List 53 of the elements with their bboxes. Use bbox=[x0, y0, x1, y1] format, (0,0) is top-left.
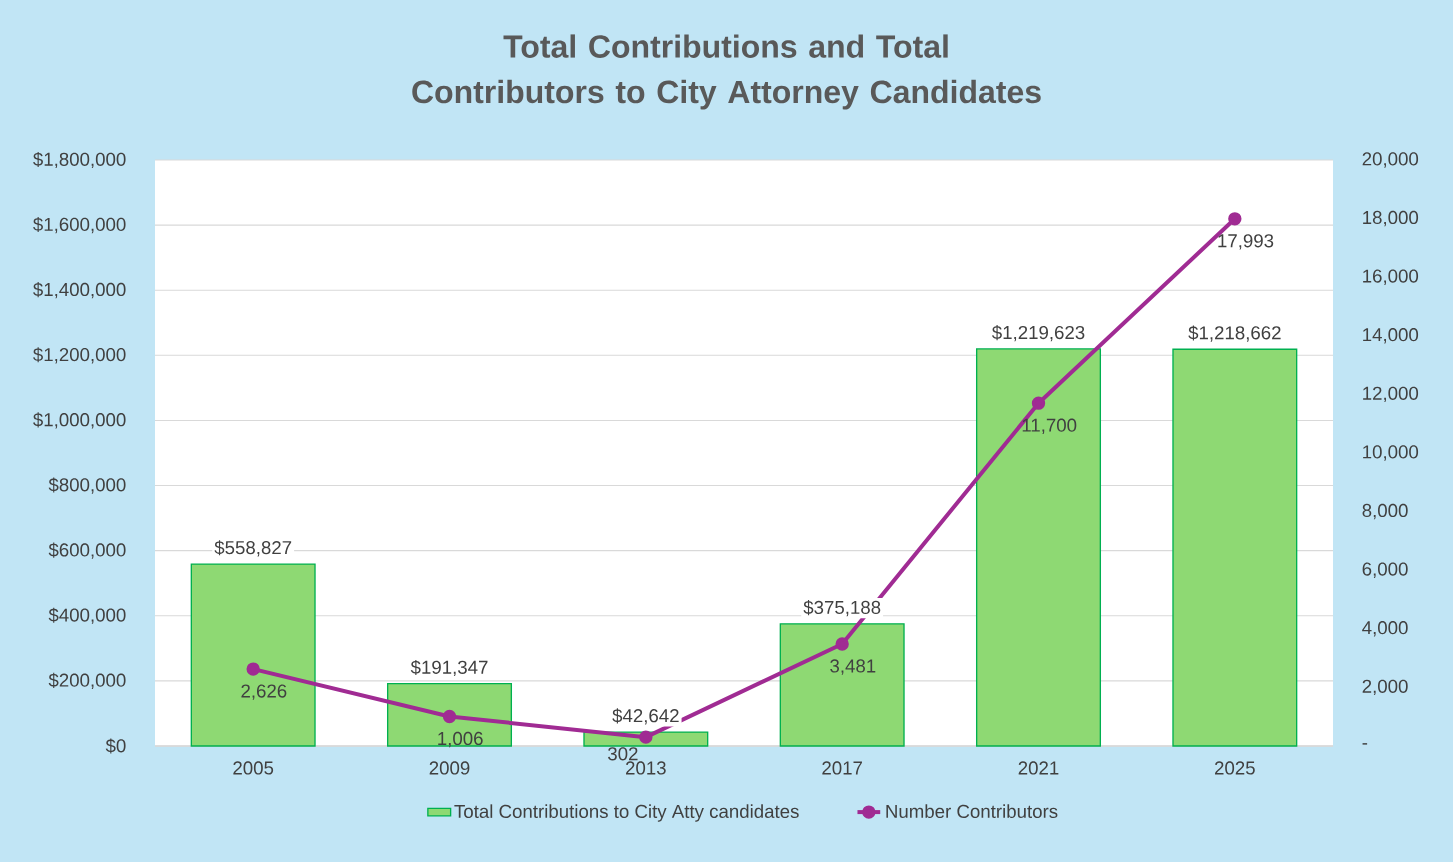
x-tick-label: 2009 bbox=[429, 761, 470, 775]
data-label: $191,347 bbox=[410, 659, 488, 677]
data-label: 1,006 bbox=[438, 731, 483, 748]
y-tick-label: $0 bbox=[105, 738, 126, 754]
point bbox=[1228, 212, 1242, 226]
y-tick-label: $400,000 bbox=[48, 607, 126, 624]
bar bbox=[1172, 348, 1298, 747]
y2-tick-label: 6,000 bbox=[1362, 562, 1408, 578]
bar bbox=[779, 623, 905, 747]
y2-tick-label: 4,000 bbox=[1362, 621, 1408, 637]
data-label: $42,642 bbox=[612, 708, 679, 725]
y-tick-label: $1,000,000 bbox=[33, 412, 126, 429]
x-tick-label: 2013 bbox=[626, 761, 666, 775]
data-label: 11,700 bbox=[1022, 418, 1077, 434]
y-tick-label: $800,000 bbox=[48, 477, 126, 494]
y2-tick-label: 12,000 bbox=[1363, 386, 1419, 403]
y-tick-label: $200,000 bbox=[48, 672, 126, 689]
bar bbox=[975, 348, 1102, 747]
data-label: 2,626 bbox=[241, 684, 287, 700]
y2-tick-label: 14,000 bbox=[1363, 328, 1419, 344]
y-tick-label: $1,200,000 bbox=[33, 347, 126, 364]
point bbox=[442, 709, 457, 724]
y2-tick-label: 20,000 bbox=[1362, 152, 1419, 168]
y-tick-label: $1,400,000 bbox=[33, 282, 126, 299]
y-tick-label: $600,000 bbox=[48, 542, 126, 559]
y2-tick-label: 16,000 bbox=[1363, 269, 1419, 285]
data-label: $558,827 bbox=[214, 540, 292, 557]
bar bbox=[190, 563, 316, 747]
point bbox=[835, 637, 849, 651]
point bbox=[639, 730, 653, 744]
point bbox=[246, 662, 260, 676]
y-tick-label: $1,800,000 bbox=[33, 151, 126, 169]
point bbox=[1031, 396, 1046, 410]
y2-tick-label: 2,000 bbox=[1362, 679, 1408, 696]
y2-tick-label: 8,000 bbox=[1362, 503, 1408, 520]
data-label: $1,218,662 bbox=[1188, 325, 1281, 342]
bar bbox=[386, 683, 513, 747]
y-tick-label: $1,600,000 bbox=[33, 216, 126, 234]
y2-tick-label: 10,000 bbox=[1363, 445, 1419, 461]
data-label: 17,993 bbox=[1218, 234, 1274, 250]
data-label: $1,219,623 bbox=[992, 325, 1085, 342]
y2-tick-label: 18,000 bbox=[1363, 210, 1419, 227]
legend-label: Number Contributors bbox=[886, 804, 1058, 819]
x-tick-label: 2021 bbox=[1018, 761, 1059, 775]
x-tick-label: 2025 bbox=[1215, 761, 1255, 775]
y2-tick-label: - bbox=[1362, 743, 1368, 745]
x-tick-label: 2005 bbox=[233, 761, 274, 775]
data-label: 3,481 bbox=[830, 659, 876, 675]
chart-title: Total Contributions and Total Contributors to City Attorney Candidates bbox=[412, 34, 1041, 110]
data-label: 302 bbox=[608, 747, 638, 761]
legend-label: Total Contributions to City Atty candidates bbox=[454, 804, 799, 822]
data-label: $375,188 bbox=[803, 600, 881, 617]
x-tick-label: 2017 bbox=[822, 761, 862, 775]
